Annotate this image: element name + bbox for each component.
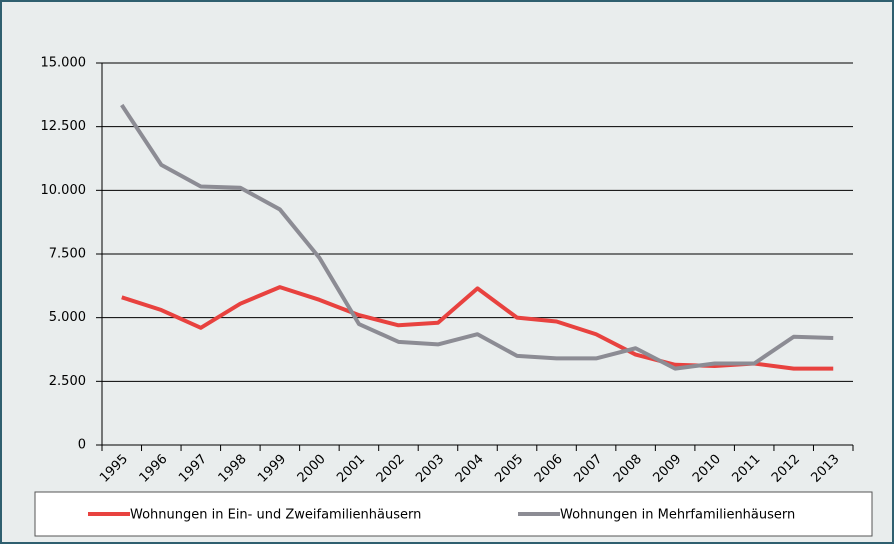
legend (34, 491, 873, 537)
line-series (120, 103, 834, 371)
legend-label: Wohnungen in Mehrfamilienhäusern (560, 508, 795, 523)
y-tick-label: 7.500 (49, 247, 86, 262)
y-tick-label: 12.500 (41, 119, 87, 134)
y-tick-label: 5.000 (49, 310, 86, 325)
y-tick-label: 2.500 (49, 374, 86, 389)
line-series (121, 285, 834, 371)
legend-label: Wohnungen in Ein- und Zweifamilienhäuser… (130, 508, 421, 523)
y-tick-label: 10.000 (41, 183, 87, 198)
y-tick-label: 15.000 (41, 56, 87, 71)
y-tick-label: 0 (78, 438, 86, 453)
